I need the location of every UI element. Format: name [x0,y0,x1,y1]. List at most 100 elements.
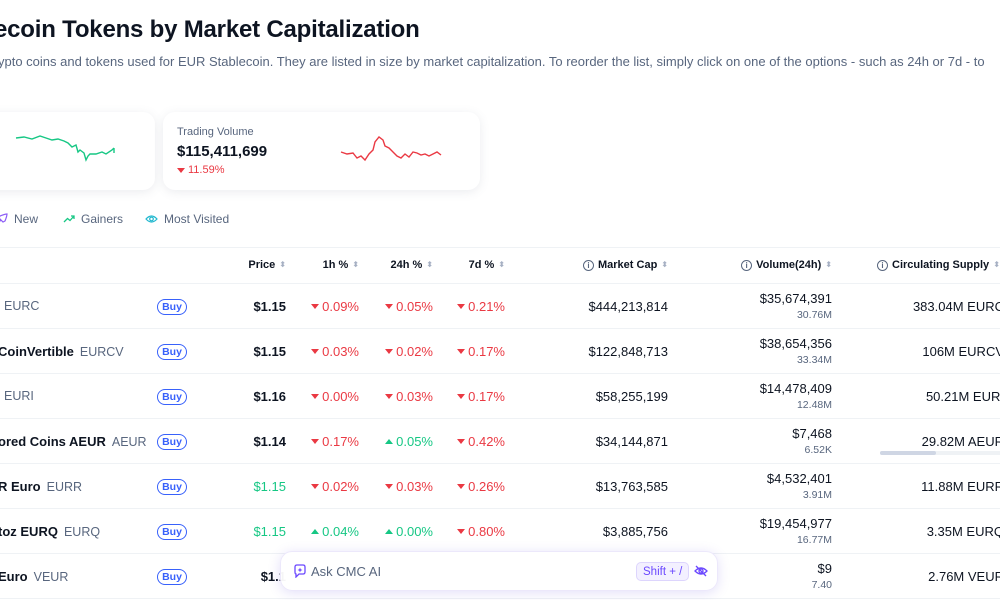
info-icon[interactable]: i [741,259,753,271]
header-price-label: Price [248,259,276,271]
row-coin[interactable]: Euro VEUR [0,569,68,584]
row-volume[interactable]: $19,454,977 16.77M [760,516,832,546]
header-market-cap[interactable]: i Market Cap ⬍ [583,259,668,271]
row-volume[interactable]: $4,532,401 3.91M [767,471,832,501]
row-circulating-supply: 3.35M EURQ [926,524,1000,539]
buy-button[interactable]: Buy [157,389,187,405]
row-circulating-supply: 383.04M EURC [912,299,1000,314]
info-icon[interactable]: i [583,259,594,271]
trading-volume-card[interactable]: Trading Volume $115,411,699 11.59% [163,112,480,190]
header-supply[interactable]: i Circulating Supply ⬍ [877,259,1000,271]
row-d7-value: 0.17% [468,344,505,359]
row-coin[interactable]: EURC [0,299,39,313]
row-volume-usd: $9 [817,561,832,576]
row-h1-change: 0.04% [311,524,359,539]
info-icon[interactable]: i [877,259,888,271]
buy-button[interactable]: Buy [157,479,187,495]
row-price: $1.1 [260,569,286,584]
buy-button[interactable]: Buy [157,524,187,540]
page-title: ecoin Tokens by Market Capitalization [0,16,420,43]
filter-gainers[interactable]: Gainers [63,212,123,226]
table-row[interactable]: Euro VEUR Buy $1.1 $9 7.40 2.76M VEUR [0,554,1000,599]
row-coin[interactable]: R Euro EURR [0,479,82,494]
row-d7-value: 0.17% [468,389,505,404]
filter-new[interactable]: New [0,212,38,226]
table-row[interactable]: toz EURQ EURQ Buy $1.15 0.04% 0.00% 0.80… [0,509,1000,554]
table-row[interactable]: ored Coins AEUR AEUR Buy $1.14 0.17% 0.0… [0,419,1000,464]
row-h1-value: 0.09% [322,299,359,314]
row-h24-change: 0.03% [385,479,433,494]
trending-up-icon [63,215,75,223]
table-row[interactable]: R Euro EURR Buy $1.15 0.02% 0.03% 0.26% … [0,464,1000,509]
buy-button[interactable]: Buy [157,299,187,315]
page-subtitle: ypto coins and tokens used for EUR Stabl… [0,54,985,69]
row-coin[interactable]: CoinVertible EURCV [0,344,124,359]
down-arrow-icon [457,394,466,399]
row-h1-change: 0.09% [311,299,359,314]
row-volume[interactable]: $14,478,409 12.48M [760,381,832,411]
row-volume[interactable]: $9 7.40 [812,561,832,591]
buy-button[interactable]: Buy [157,569,187,585]
row-coin[interactable]: ored Coins AEUR AEUR [0,434,147,449]
buy-button[interactable]: Buy [157,344,187,360]
row-h1-change: 0.00% [311,389,359,404]
row-volume-usd: $14,478,409 [759,381,832,396]
down-arrow-icon [385,349,394,354]
header-volume[interactable]: i Volume(24h) ⬍ [741,259,832,271]
buy-button[interactable]: Buy [157,434,187,450]
header-market-cap-label: Market Cap [598,259,658,271]
ai-chat-icon [294,564,306,578]
down-arrow-icon [385,304,394,309]
row-coin[interactable]: toz EURQ EURQ [0,524,100,539]
row-h1-value: 0.04% [322,524,359,539]
row-coin[interactable]: EURI [0,389,34,403]
row-coin-symbol: VEUR [33,570,69,584]
down-arrow-icon [457,439,466,444]
row-price: $1.15 [253,344,286,359]
header-24h[interactable]: 24h % ⬍ [391,259,434,271]
row-h24-value: 0.02% [396,344,433,359]
header-7d[interactable]: 7d % ⬍ [469,259,505,271]
table-row[interactable]: EURC Buy $1.15 0.09% 0.05% 0.21% $444,21… [0,284,1000,329]
row-coin-name: CoinVertible [0,344,74,359]
header-7d-label: 7d % [468,259,495,271]
down-arrow-icon [457,304,466,309]
row-d7-change: 0.17% [457,344,505,359]
row-volume[interactable]: $38,654,356 33.34M [760,336,832,366]
sort-icon: ⬍ [825,260,832,269]
row-h1-value: 0.03% [322,344,359,359]
row-volume-tokens: 6.52K [804,444,832,456]
row-volume[interactable]: $35,674,391 30.76M [760,291,832,321]
row-d7-value: 0.21% [468,299,505,314]
filter-most-visited[interactable]: Most Visited [145,212,229,226]
header-price[interactable]: Price ⬍ [248,259,286,271]
row-volume-usd: $35,674,391 [759,291,832,306]
market-cap-card[interactable] [0,112,155,190]
row-h24-value: 0.03% [396,389,433,404]
down-arrow-icon [311,304,320,309]
eye-off-icon[interactable] [694,564,708,578]
ask-ai-bar[interactable]: Ask CMC AI Shift + / [280,551,718,591]
row-h24-change: 0.05% [385,299,433,314]
row-coin-symbol: AEUR [111,435,147,449]
row-h24-change: 0.05% [385,434,433,449]
trading-volume-change-value: 11.59% [188,164,225,176]
row-h24-change: 0.00% [385,524,433,539]
table-header: Price ⬍ 1h % ⬍ 24h % ⬍ 7d % ⬍ i Market C… [0,248,1000,284]
trading-volume-sparkline [340,136,442,162]
row-volume-usd: $19,454,977 [759,516,832,531]
row-volume[interactable]: $7,468 6.52K [792,426,832,456]
ask-ai-placeholder[interactable]: Ask CMC AI [311,564,382,579]
header-1h[interactable]: 1h % ⬍ [323,259,359,271]
row-price: $1.15 [253,524,286,539]
up-arrow-icon [385,439,394,444]
row-d7-value: 0.80% [468,524,505,539]
table-row[interactable]: CoinVertible EURCV Buy $1.15 0.03% 0.02%… [0,329,1000,374]
row-coin-symbol: EURC [4,299,40,313]
header-24h-label: 24h % [390,259,423,271]
up-arrow-icon [311,529,320,534]
sort-icon: ⬍ [661,260,668,269]
trading-volume-label: Trading Volume [177,126,254,138]
row-coin-name: R Euro [0,479,41,494]
table-row[interactable]: EURI Buy $1.16 0.00% 0.03% 0.17% $58,255… [0,374,1000,419]
